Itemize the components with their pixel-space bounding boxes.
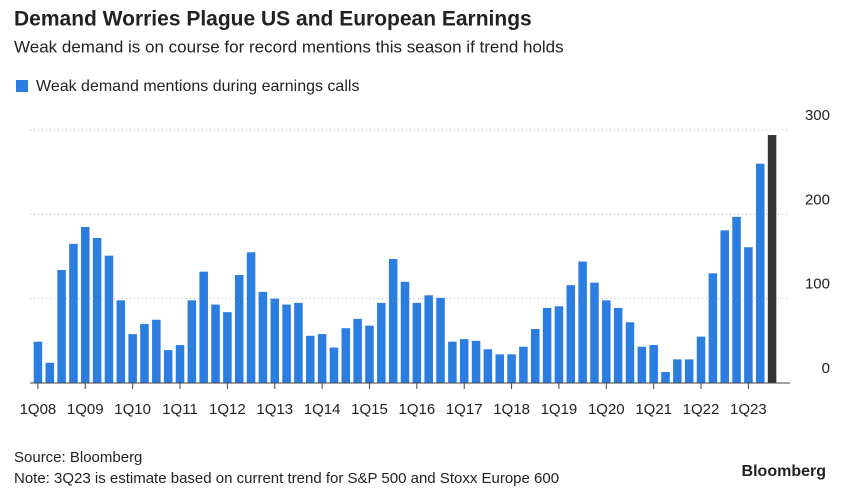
bar xyxy=(542,307,552,383)
y-tick-label: 200 xyxy=(805,191,830,208)
bar xyxy=(554,306,564,383)
chart-title: Demand Worries Plague US and European Ea… xyxy=(14,8,532,31)
bar xyxy=(223,312,232,383)
bar xyxy=(234,275,244,383)
bar xyxy=(578,261,587,383)
x-tick-label: 1Q19 xyxy=(541,401,578,418)
bar xyxy=(767,135,777,383)
bar xyxy=(684,359,694,383)
x-tick-label: 1Q18 xyxy=(493,401,530,418)
bar xyxy=(507,354,516,383)
bar xyxy=(530,329,540,383)
bar xyxy=(637,346,647,383)
bar xyxy=(258,291,268,383)
x-tick-label: 1Q23 xyxy=(730,401,767,418)
note: Note: 3Q23 is estimate based on current … xyxy=(14,470,559,487)
bar xyxy=(353,318,362,383)
y-tick-label: 0 xyxy=(822,360,830,377)
x-tick-label: 1Q15 xyxy=(351,401,388,418)
bar xyxy=(436,297,445,383)
bar xyxy=(282,304,291,383)
bar xyxy=(270,298,280,383)
bar xyxy=(483,349,493,383)
bar xyxy=(92,237,102,383)
legend-swatch xyxy=(16,80,28,92)
bar xyxy=(732,216,741,383)
x-tick-label: 1Q12 xyxy=(209,401,246,418)
bar xyxy=(365,325,374,383)
x-tick-label: 1Q11 xyxy=(162,401,198,418)
bar xyxy=(755,163,765,383)
x-tick-label: 1Q17 xyxy=(446,401,483,418)
bar xyxy=(163,350,173,383)
bar xyxy=(317,334,327,383)
bar xyxy=(625,322,635,383)
bar xyxy=(140,323,149,383)
bar xyxy=(471,340,481,383)
bar xyxy=(69,243,78,383)
bar xyxy=(246,252,256,383)
bar xyxy=(294,302,303,383)
x-tick-label: 1Q09 xyxy=(67,401,104,418)
x-tick-label: 1Q20 xyxy=(588,401,625,418)
bar xyxy=(412,302,422,383)
chart-subtitle: Weak demand is on course for record ment… xyxy=(14,37,564,56)
bar xyxy=(175,345,185,383)
legend-label: Weak demand mentions during earnings cal… xyxy=(36,78,359,95)
bar xyxy=(519,346,528,383)
bar xyxy=(613,307,623,383)
bar xyxy=(57,269,66,383)
x-tick-label: 1Q22 xyxy=(683,401,720,418)
x-tick-label: 1Q10 xyxy=(114,401,151,418)
bar xyxy=(329,347,339,383)
y-tick-label: 100 xyxy=(805,276,830,293)
bar xyxy=(744,247,753,383)
bar xyxy=(104,255,114,383)
bar xyxy=(152,319,161,383)
bar xyxy=(388,259,398,383)
bar xyxy=(649,345,658,383)
bar xyxy=(448,341,457,383)
bar xyxy=(116,300,126,383)
bar xyxy=(400,281,410,383)
bar xyxy=(495,354,504,383)
brand: Bloomberg xyxy=(742,463,826,480)
bar xyxy=(566,285,576,383)
bar xyxy=(306,335,315,383)
bar xyxy=(696,336,706,383)
bar xyxy=(199,271,208,383)
bar xyxy=(708,273,718,383)
source: Source: Bloomberg xyxy=(14,449,142,466)
bar xyxy=(211,304,220,383)
bar xyxy=(341,328,351,383)
bar xyxy=(673,359,682,383)
bar xyxy=(424,295,433,383)
bar xyxy=(377,302,386,383)
bar xyxy=(661,372,670,383)
y-tick-label: 300 xyxy=(805,107,830,124)
x-tick-label: 1Q16 xyxy=(398,401,435,418)
bar xyxy=(187,300,197,383)
bar xyxy=(590,282,599,383)
x-tick-label: 1Q14 xyxy=(304,401,341,418)
bar xyxy=(45,362,55,383)
x-tick-label: 1Q21 xyxy=(635,401,672,418)
bar xyxy=(128,334,137,383)
bar xyxy=(602,300,611,383)
x-tick-label: 1Q08 xyxy=(20,401,57,418)
x-tick-label: 1Q13 xyxy=(256,401,293,418)
bar xyxy=(720,230,729,383)
bar xyxy=(81,226,90,383)
bar xyxy=(33,341,43,383)
bar xyxy=(459,339,469,383)
